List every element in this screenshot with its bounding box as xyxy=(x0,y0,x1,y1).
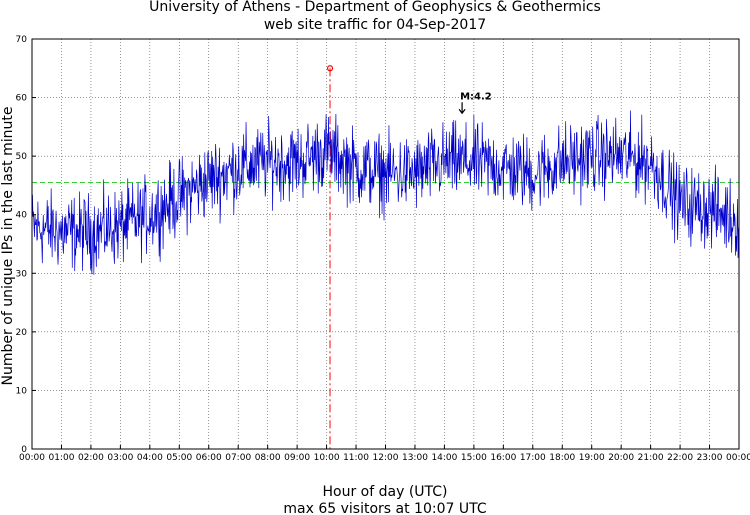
annotation-layer: M:4.2 xyxy=(458,91,492,115)
x-tick-label: 22:00 xyxy=(667,453,693,463)
y-tick-label: 0 xyxy=(21,445,27,455)
x-tick-label: 00:00 xyxy=(726,453,750,463)
y-tick-labels: 0 10 20 30 40 50 60 70 xyxy=(16,35,36,455)
y-tick-label: 10 xyxy=(16,386,28,396)
y-tick-label: 50 xyxy=(16,152,28,162)
x-tick-label: 01:00 xyxy=(48,453,74,463)
max-marker-layer xyxy=(326,65,334,449)
x-tick-label: 16:00 xyxy=(490,453,516,463)
x-tick-label: 09:00 xyxy=(284,453,310,463)
x-tick-label: 17:00 xyxy=(520,453,546,463)
x-tick-label: 06:00 xyxy=(196,453,222,463)
y-tick-label: 40 xyxy=(16,211,28,221)
x-tick-label: 14:00 xyxy=(431,453,457,463)
traffic-series-line xyxy=(31,110,740,275)
x-tick-label: 03:00 xyxy=(107,453,133,463)
x-tick-label: 19:00 xyxy=(579,453,605,463)
x-tick-label: 08:00 xyxy=(255,453,281,463)
chart-title-line-2: web site traffic for 04-Sep-2017 xyxy=(264,17,486,33)
chart-title-line-1: University of Athens - Department of Geo… xyxy=(149,0,601,15)
annotation-label: M:4.2 xyxy=(460,91,492,102)
x-tick-label: 04:00 xyxy=(137,453,163,463)
y-axis-title: Number of unique IPs in the last minute xyxy=(0,107,16,386)
x-tick-label: 20:00 xyxy=(608,453,634,463)
x-tick-label: 23:00 xyxy=(697,453,723,463)
x-axis-subtitle: max 65 visitors at 10:07 UTC xyxy=(283,501,486,515)
x-tick-label: 13:00 xyxy=(402,453,428,463)
x-tick-label: 15:00 xyxy=(461,453,487,463)
max-point-marker xyxy=(326,65,334,72)
y-tick-label: 60 xyxy=(16,94,28,104)
series-layer xyxy=(31,110,740,275)
x-tick-label: 21:00 xyxy=(638,453,664,463)
x-tick-label: 18:00 xyxy=(549,453,575,463)
x-tick-label: 05:00 xyxy=(166,453,192,463)
x-tick-label: 11:00 xyxy=(343,453,369,463)
x-tick-label: 02:00 xyxy=(78,453,104,463)
y-tick-label: 70 xyxy=(16,35,28,45)
x-tick-label: 10:00 xyxy=(314,453,340,463)
x-axis-title: Hour of day (UTC) xyxy=(323,484,448,500)
grid xyxy=(32,39,739,449)
y-tick-label: 30 xyxy=(16,269,28,279)
x-tick-label: 00:00 xyxy=(19,453,45,463)
x-tick-labels: 00:00 01:00 02:00 03:00 04:00 05:00 06:00 07:00… xyxy=(19,445,750,463)
x-tick-label: 07:00 xyxy=(225,453,251,463)
annotation-arrow-icon xyxy=(458,102,466,115)
y-tick-label: 20 xyxy=(16,328,28,338)
x-tick-label: 12:00 xyxy=(373,453,399,463)
